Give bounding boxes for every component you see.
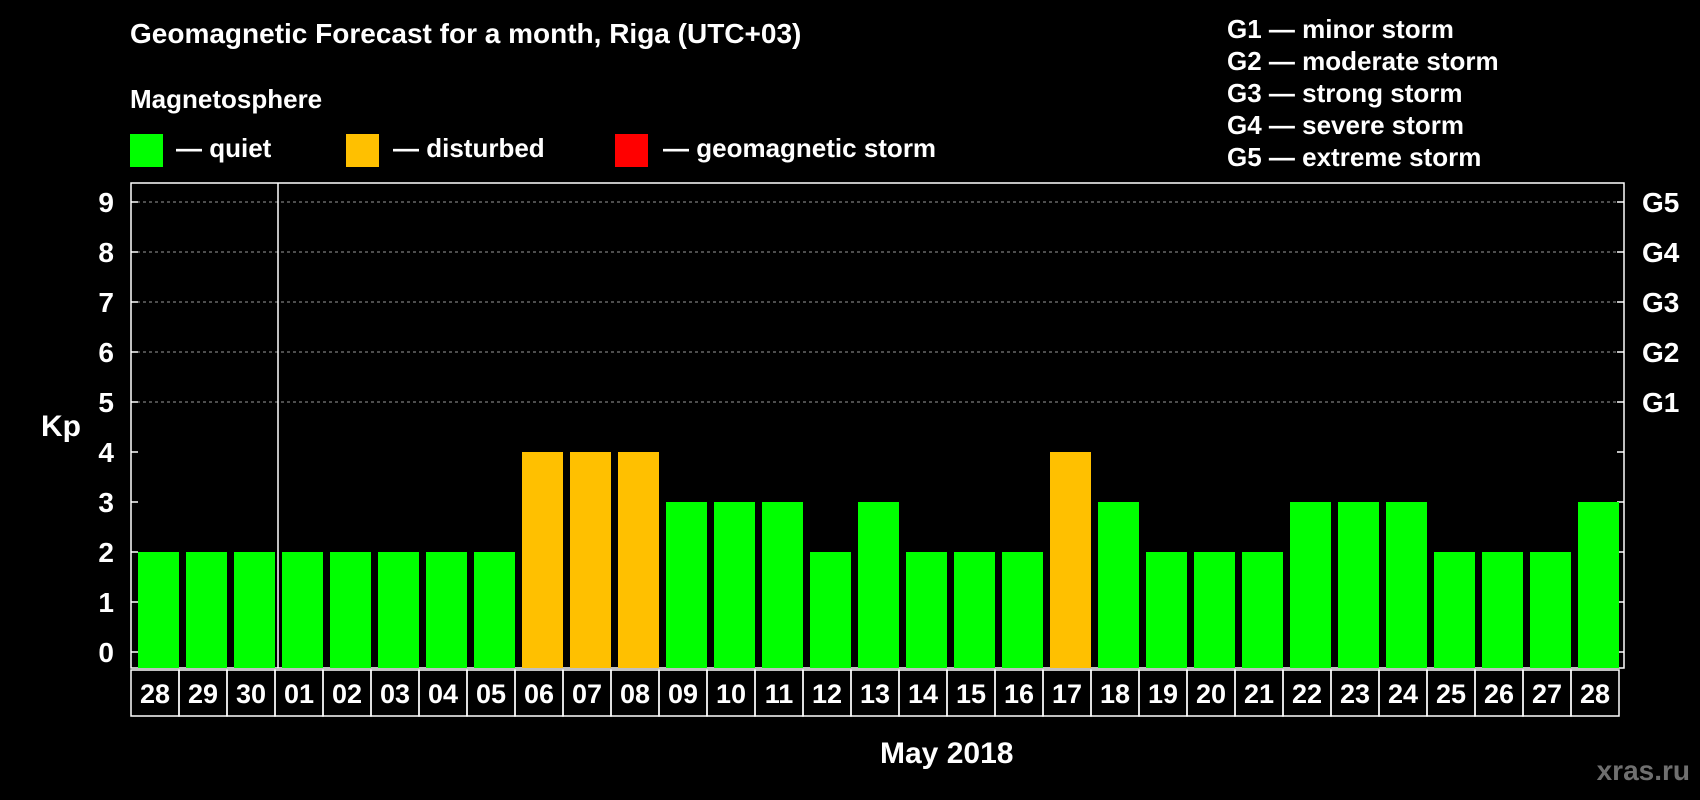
g-axis-label: G5 — [1642, 187, 1679, 218]
x-tick-label: 08 — [620, 679, 650, 709]
bar — [1386, 502, 1427, 668]
x-tick-label: 28 — [1580, 679, 1610, 709]
x-tick-label: 15 — [956, 679, 986, 709]
legend-heading: Magnetosphere — [130, 84, 323, 114]
g-axis-label: G2 — [1642, 337, 1679, 368]
bar — [858, 502, 899, 668]
bar — [954, 552, 995, 668]
legend-label-disturbed: — disturbed — [393, 133, 545, 163]
y-tick-label: 8 — [98, 237, 114, 268]
y-tick-label: 9 — [98, 187, 114, 218]
x-tick-label: 26 — [1484, 679, 1514, 709]
bar — [714, 502, 755, 668]
bar — [1098, 502, 1139, 668]
g-scale-g1: G1 — minor storm — [1227, 14, 1454, 44]
y-tick-label: 3 — [98, 487, 114, 518]
x-tick-label: 20 — [1196, 679, 1226, 709]
g-scale-g2: G2 — moderate storm — [1227, 46, 1499, 76]
x-tick-label: 24 — [1388, 679, 1418, 709]
bar — [1290, 502, 1331, 668]
x-tick-label: 04 — [428, 679, 458, 709]
x-tick-label: 11 — [765, 679, 794, 709]
x-tick-label: 22 — [1292, 679, 1322, 709]
x-tick-label: 27 — [1532, 679, 1562, 709]
legend-swatch-quiet — [130, 134, 163, 167]
legend-label-quiet: — quiet — [176, 133, 272, 163]
bar — [378, 552, 419, 668]
bar — [570, 452, 611, 668]
x-tick-label: 13 — [860, 679, 890, 709]
x-tick-label: 29 — [188, 679, 218, 709]
bar — [330, 552, 371, 668]
chart-title: Geomagnetic Forecast for a month, Riga (… — [130, 18, 802, 49]
y-tick-label: 6 — [98, 337, 114, 368]
bar — [762, 502, 803, 668]
x-tick-label: 16 — [1004, 679, 1034, 709]
bar — [1578, 502, 1619, 668]
bar — [138, 552, 179, 668]
x-tick-label: 30 — [236, 679, 266, 709]
x-tick-label: 05 — [476, 679, 506, 709]
legend-swatch-storm — [615, 134, 648, 167]
x-tick-label: 07 — [572, 679, 602, 709]
bar — [666, 502, 707, 668]
y-tick-label: 2 — [98, 537, 114, 568]
bar — [426, 552, 467, 668]
bar — [1002, 552, 1043, 668]
bar — [906, 552, 947, 668]
x-tick-label: 18 — [1100, 679, 1130, 709]
x-tick-label: 12 — [812, 679, 842, 709]
bar — [282, 552, 323, 668]
x-tick-label: 17 — [1052, 679, 1082, 709]
bar — [1338, 502, 1379, 668]
x-tick-label: 09 — [668, 679, 698, 709]
legend-label-storm: — geomagnetic storm — [663, 133, 937, 163]
g-axis-label: G4 — [1642, 237, 1680, 268]
x-tick-label: 14 — [908, 679, 938, 709]
bar — [618, 452, 659, 668]
x-tick-label: 01 — [284, 679, 314, 709]
legend-swatch-disturbed — [346, 134, 379, 167]
bar — [474, 552, 515, 668]
x-tick-label: 25 — [1436, 679, 1466, 709]
y-tick-label: 1 — [98, 587, 114, 618]
y-tick-label: 0 — [98, 637, 114, 668]
bar — [1242, 552, 1283, 668]
bar — [1146, 552, 1187, 668]
date-cell — [1570, 669, 1620, 717]
x-tick-label: 21 — [1244, 679, 1274, 709]
watermark: xras.ru — [1596, 755, 1690, 786]
x-tick-label: 06 — [524, 679, 554, 709]
g-axis-label: G3 — [1642, 287, 1679, 318]
bar — [1434, 552, 1475, 668]
bar — [1530, 552, 1571, 668]
bar — [810, 552, 851, 668]
bar — [522, 452, 563, 668]
x-tick-label: 10 — [716, 679, 746, 709]
bar — [186, 552, 227, 668]
bar — [234, 552, 275, 668]
y-tick-label: 4 — [98, 437, 114, 468]
x-tick-label: 28 — [140, 679, 170, 709]
y-tick-label: 5 — [98, 387, 114, 418]
bar — [1050, 452, 1091, 668]
x-axis-label: May 2018 — [880, 737, 1014, 770]
y-axis-label: Kp — [41, 410, 81, 443]
g-scale-g3: G3 — strong storm — [1227, 78, 1463, 108]
y-tick-label: 7 — [98, 287, 114, 318]
x-tick-label: 02 — [332, 679, 362, 709]
x-tick-label: 23 — [1340, 679, 1370, 709]
bar — [1482, 552, 1523, 668]
x-tick-label: 03 — [380, 679, 410, 709]
bar — [1194, 552, 1235, 668]
g-axis-label: G1 — [1642, 387, 1679, 418]
g-scale-g5: G5 — extreme storm — [1227, 142, 1482, 172]
x-tick-label: 19 — [1148, 679, 1178, 709]
g-scale-g4: G4 — severe storm — [1227, 110, 1465, 140]
